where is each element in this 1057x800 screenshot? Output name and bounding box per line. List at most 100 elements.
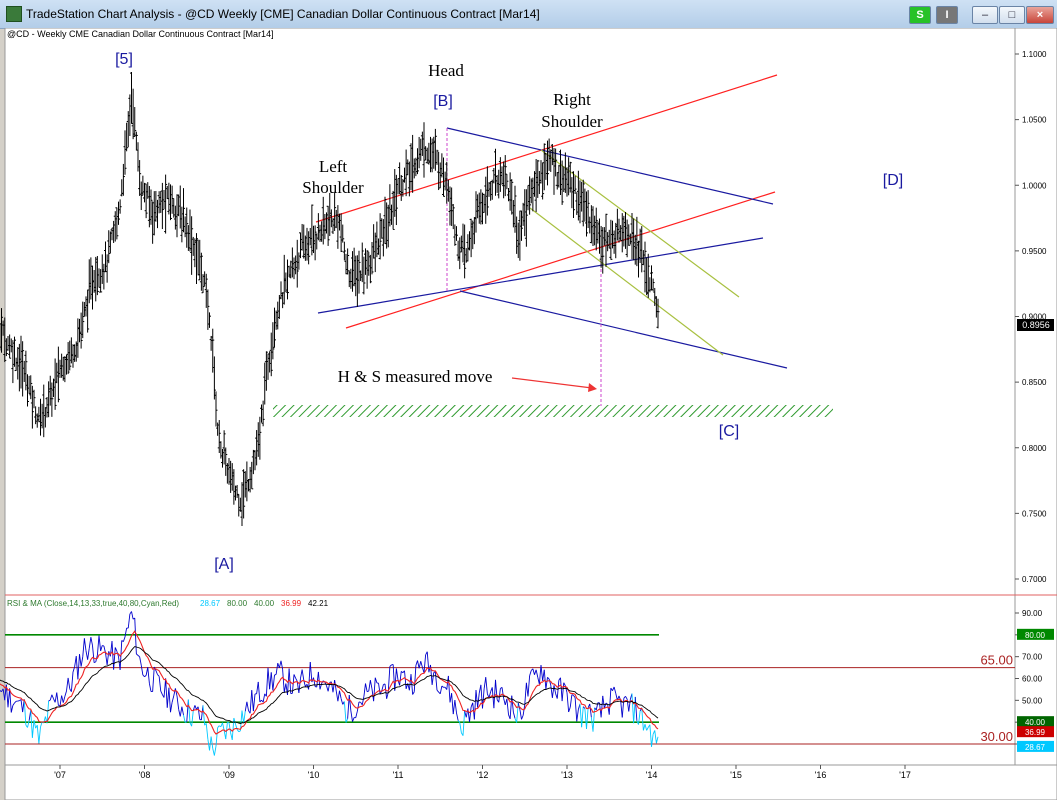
rsi-line-segment xyxy=(202,705,206,726)
rsi-line-segment xyxy=(418,661,422,669)
rsi-line-segment xyxy=(638,710,641,725)
rsi-line-segment xyxy=(158,676,162,692)
olive-lower-line xyxy=(529,207,724,356)
rsi-line-segment xyxy=(179,706,183,717)
price-tick-label: 0.9500 xyxy=(1022,247,1047,256)
rsi-line-segment xyxy=(275,663,279,675)
rsi-line-segment xyxy=(365,683,368,692)
rsi-panel xyxy=(4,594,1016,766)
rsi-line-segment xyxy=(620,700,623,718)
rsi-line-segment xyxy=(2,688,6,701)
rsi-line-segment xyxy=(174,688,178,697)
rsi-line-segment xyxy=(56,692,59,706)
red-channel-lower-line xyxy=(345,191,776,329)
rsi-line-segment xyxy=(173,688,176,697)
left-shoulder-label-line2: Shoulder xyxy=(302,178,364,197)
rsi-line-segment xyxy=(291,674,295,694)
rsi-line-segment xyxy=(12,702,15,706)
rsi-line-segment xyxy=(581,706,584,728)
rsi-line-segment xyxy=(573,695,576,698)
rsi-value-badge-label: 40.00 xyxy=(1025,718,1046,727)
rsi-line-segment xyxy=(441,685,444,688)
rsi-line-segment xyxy=(267,667,271,690)
rsi-line-segment xyxy=(170,702,173,713)
i-button[interactable]: I xyxy=(936,6,958,24)
rsi-line-segment xyxy=(207,739,210,751)
rsi-line-segment xyxy=(586,707,589,730)
rsi-line-segment xyxy=(373,677,376,702)
rsi-line-segment xyxy=(111,641,115,670)
blue-upper-trendline xyxy=(446,127,774,205)
rsi-line-segment xyxy=(124,627,128,637)
rsi-line-segment xyxy=(265,667,269,697)
rsi-line-segment xyxy=(308,662,311,690)
rsi-line-segment xyxy=(152,666,155,692)
rsi-line-segment xyxy=(136,653,139,656)
rsi-line-segment xyxy=(464,710,467,718)
rsi-line-segment xyxy=(31,720,35,738)
rsi-line-segment xyxy=(295,677,298,682)
rsi-line-segment xyxy=(30,710,33,738)
rsi-line-segment xyxy=(46,700,50,724)
rsi-line-segment xyxy=(399,671,402,686)
rsi-line-segment xyxy=(553,685,557,694)
rsi-line-segment xyxy=(548,678,552,686)
rsi-value-ma-slow: 42.21 xyxy=(308,599,329,608)
rsi-line-segment xyxy=(298,678,301,693)
s-button[interactable]: S xyxy=(909,6,931,24)
rsi-line-segment xyxy=(92,645,95,663)
rsi-tick-label: 60.00 xyxy=(1022,675,1043,684)
rsi-line-segment xyxy=(62,696,66,703)
window-title: TradeStation Chart Analysis - @CD Weekly… xyxy=(26,7,540,21)
close-button[interactable]: × xyxy=(1026,6,1054,24)
rsi-line-segment xyxy=(23,699,27,726)
rsi-line-segment xyxy=(51,694,54,699)
rsi-line-segment xyxy=(90,637,93,646)
right-shoulder-label-line1: Right xyxy=(553,90,591,109)
rsi-value-badge xyxy=(1017,740,1054,752)
rsi-line-segment xyxy=(512,712,516,719)
rsi-line-segment xyxy=(114,647,118,652)
time-axis xyxy=(4,764,1057,800)
rsi-line-segment xyxy=(436,689,439,693)
rsi-line-segment xyxy=(80,656,84,667)
rsi-line-segment xyxy=(509,695,513,719)
measured-move-arrow xyxy=(511,377,593,389)
rsi-line-segment xyxy=(332,679,336,693)
rsi-line-segment xyxy=(83,638,87,651)
rsi-line-segment xyxy=(79,654,82,667)
rsi-value-badge-label: 36.99 xyxy=(1025,728,1046,737)
rsi-line-segment xyxy=(651,734,654,747)
rsi-line-segment xyxy=(452,700,456,715)
measured-move-label: H & S measured move xyxy=(338,367,493,386)
rsi-line-segment xyxy=(87,648,90,660)
rsi-line-segment xyxy=(582,706,586,709)
rsi-line-segment xyxy=(187,699,191,723)
rsi-line-segment xyxy=(521,715,524,720)
rsi-line-segment xyxy=(503,698,506,705)
rsi-line-segment xyxy=(366,690,369,693)
rsi-value-lower: 40.00 xyxy=(254,599,275,608)
rsi-line-segment xyxy=(88,637,92,649)
rsi-line-segment xyxy=(339,690,342,699)
rsi-line-segment xyxy=(184,721,187,723)
rsi-line-segment xyxy=(85,650,89,660)
rsi-line-segment xyxy=(127,614,131,629)
minimize-button[interactable]: – xyxy=(972,6,998,24)
rsi-line-segment xyxy=(49,694,53,701)
rsi-line-segment xyxy=(280,660,284,670)
rsi-line-segment xyxy=(181,706,184,716)
rsi-line-segment xyxy=(488,691,492,698)
chart-canvas: @CD - Weekly CME Canadian Dollar Continu… xyxy=(0,28,1057,800)
rsi-line-segment xyxy=(9,688,12,713)
rsi-line-segment xyxy=(38,726,41,744)
rsi-line-segment xyxy=(335,691,339,702)
rsi-line-segment xyxy=(394,668,397,691)
rsi-line-segment xyxy=(560,677,563,702)
rsi-line-segment xyxy=(243,711,246,724)
maximize-button[interactable]: □ xyxy=(999,6,1025,24)
rsi-line-segment xyxy=(278,660,282,668)
rsi-line-segment xyxy=(423,654,427,673)
rsi-tick-label: 70.00 xyxy=(1022,653,1043,662)
rsi-line-segment xyxy=(431,672,435,685)
